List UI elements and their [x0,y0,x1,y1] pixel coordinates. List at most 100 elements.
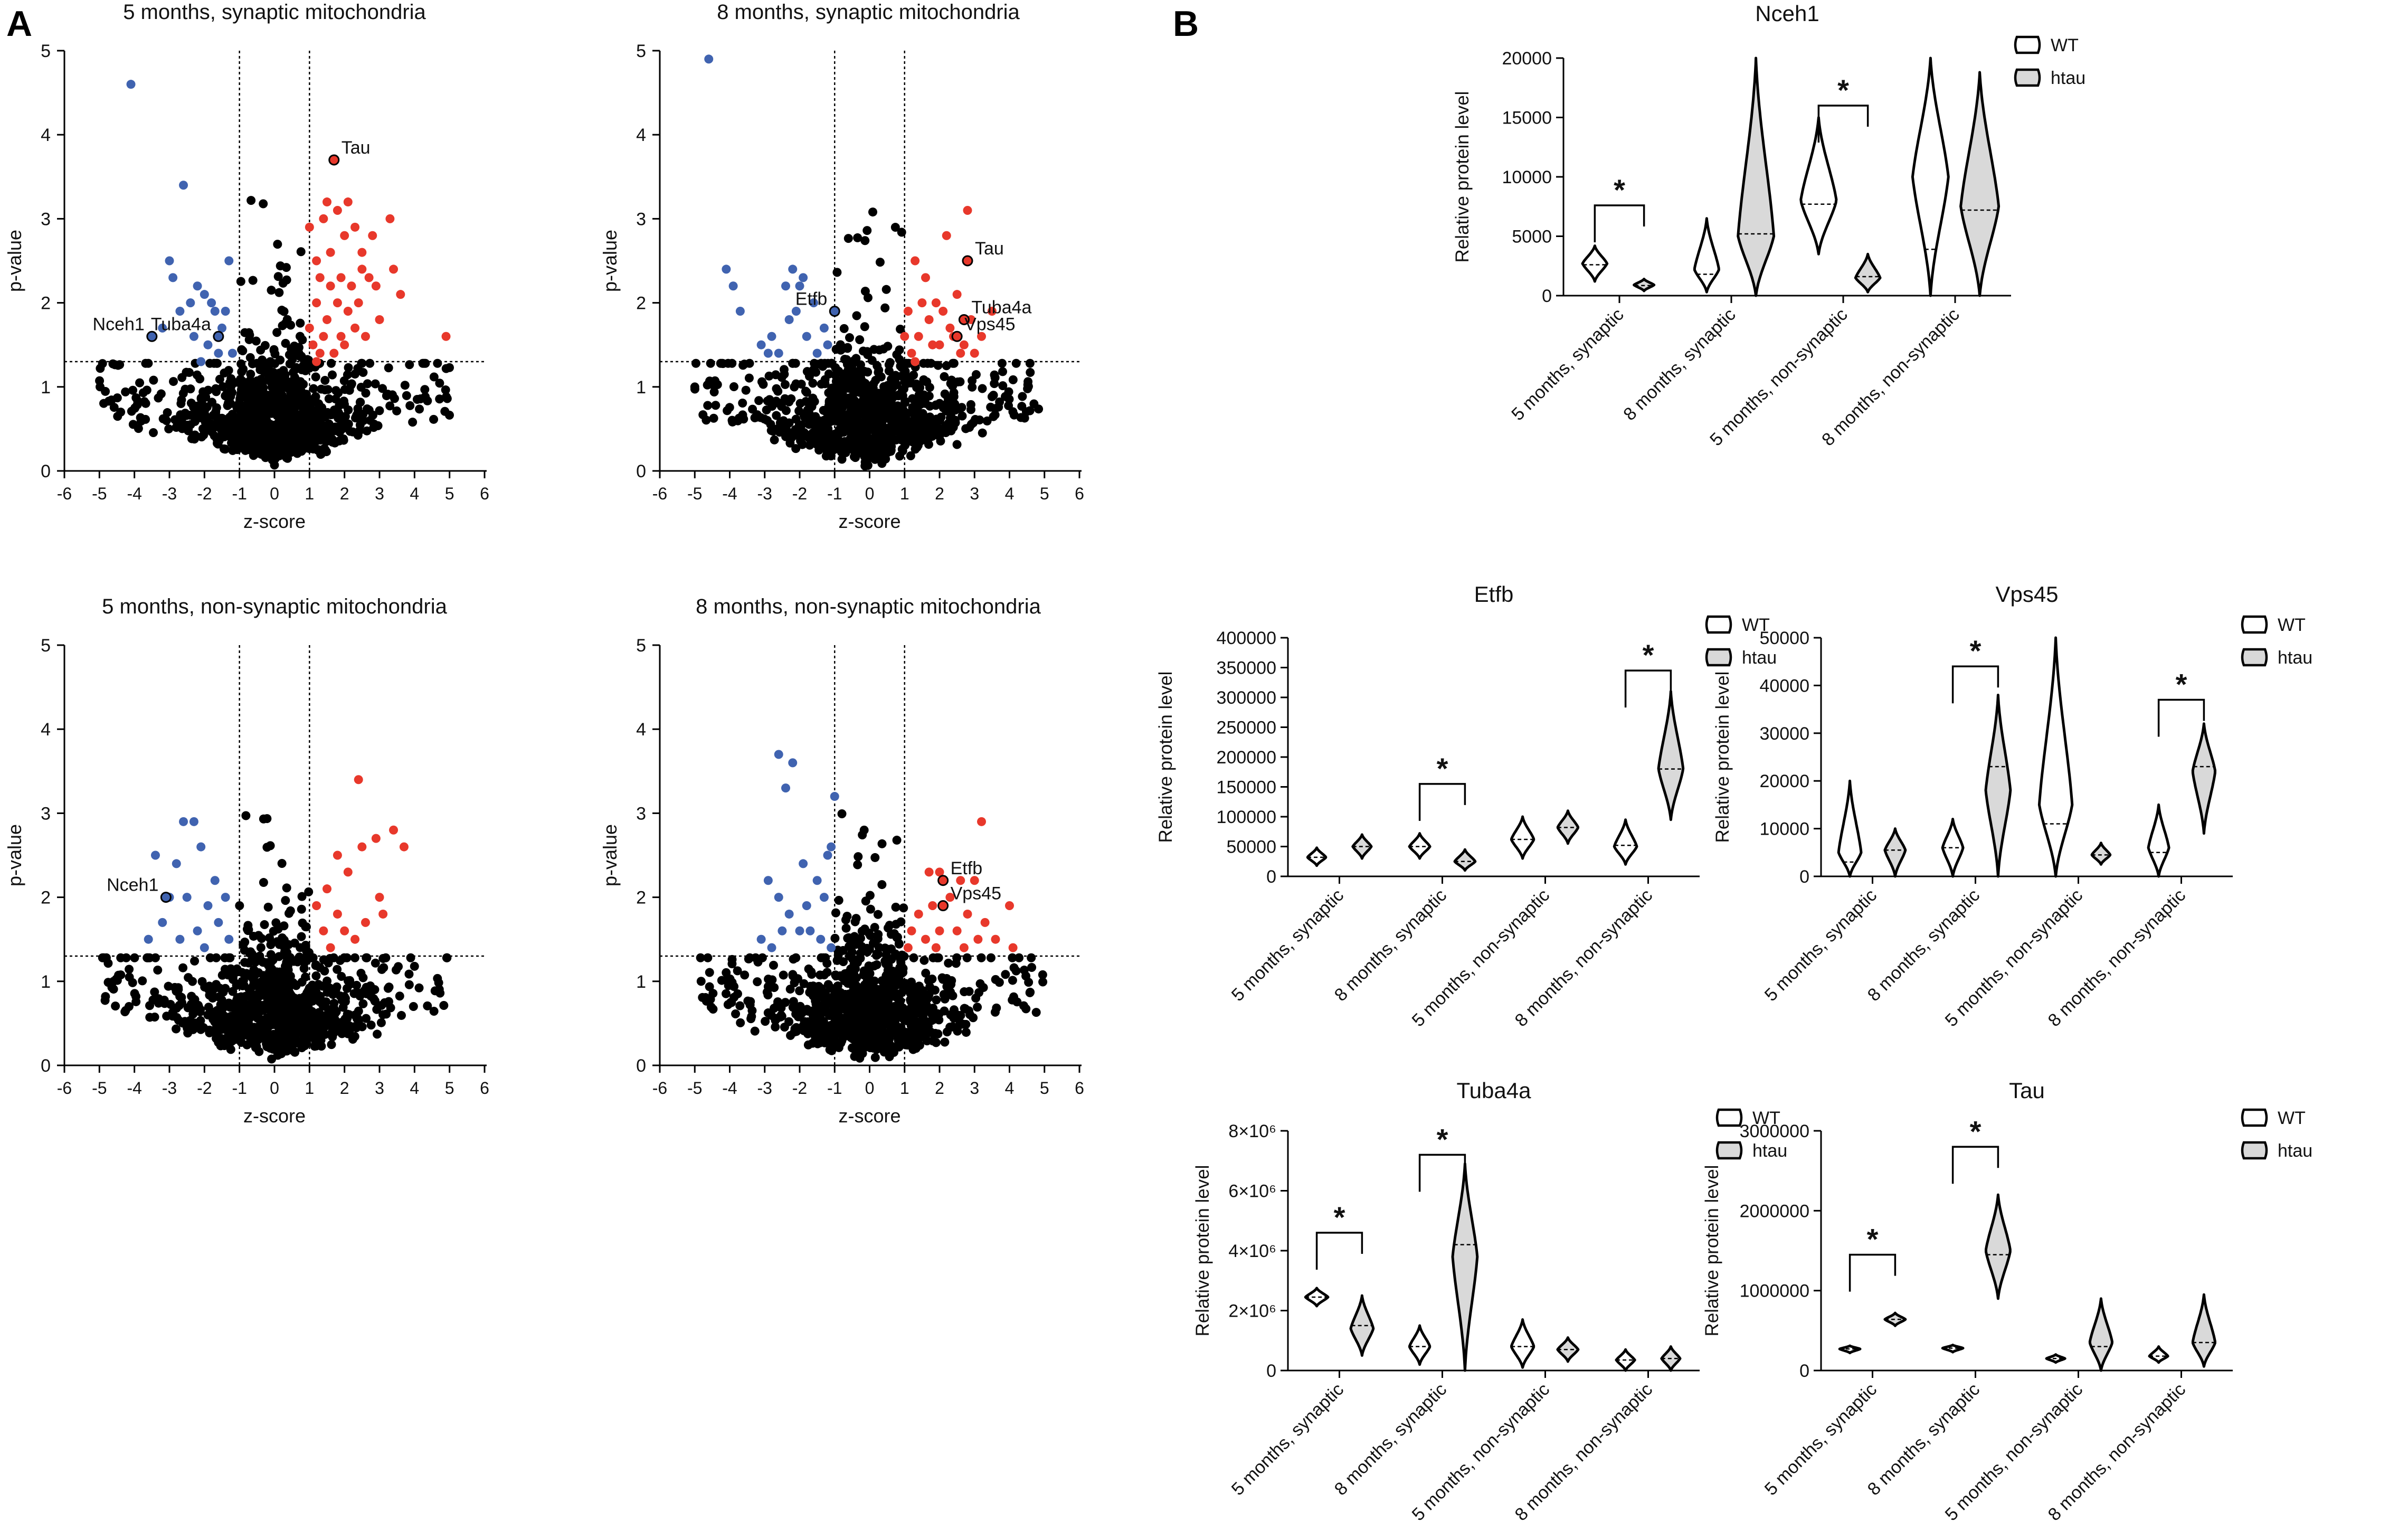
ns-point [277,423,287,432]
significance-bracket [1315,1232,1363,1270]
ns-point [856,949,865,958]
significance-bracket [1418,783,1466,821]
ns-point [705,968,714,977]
ns-point [281,1007,291,1016]
ns-point [228,987,238,996]
plot-title: Nceh1 [1755,1,1819,26]
ns-point [237,381,247,391]
ns-point [1038,970,1047,979]
ns-point [270,460,279,470]
down-point [200,943,209,952]
ns-point [826,1035,835,1044]
y-tick-label: 30000 [1759,724,1809,744]
ns-point [947,1010,956,1020]
down-point [126,80,136,89]
ns-point [217,1005,226,1015]
ns-point [894,1027,903,1036]
ns-point [831,908,840,918]
ns-point [701,415,711,425]
x-tick-label: 1 [900,484,909,503]
ns-point [1029,399,1039,409]
ns-point [276,984,285,993]
ns-point [236,374,245,384]
ns-point [1019,966,1029,975]
ns-point [817,358,826,368]
ns-point [258,443,267,452]
ns-point [150,987,159,997]
violin-htau [2191,722,2216,835]
y-tick-label: 300000 [1217,688,1276,708]
down-point [182,893,192,902]
down-point [214,348,223,358]
ns-point [314,980,323,989]
up-point [315,348,325,358]
plot-title: Tuba4a [1457,1078,1532,1103]
y-tick-label: 15000 [1502,108,1552,128]
ns-point [239,389,248,398]
y-tick-label: 5 [41,636,51,656]
ns-point [860,236,870,245]
x-tick-label: 3 [970,484,979,503]
ns-point [839,324,849,333]
ns-point [316,1015,325,1024]
ns-point [420,385,430,394]
ns-point [104,396,113,406]
ns-point [405,401,415,410]
ns-point [362,426,372,436]
ns-point [869,961,879,971]
ns-point [326,358,336,368]
ns-point [909,370,918,380]
ns-point [323,976,332,986]
ns-point [227,438,236,448]
ns-point [274,288,284,297]
ns-point [248,276,258,285]
ns-point [892,835,902,845]
down-point [816,934,826,944]
volcano-plot-8m-non-synaptic: 8 months, non-synaptic mitochondria 0 1 2 3 4… [599,595,1084,1127]
up-point [959,340,969,349]
ns-point [877,459,887,468]
ns-point [831,400,840,410]
ns-point [270,445,279,454]
ns-point [293,1020,302,1029]
up-point [396,290,405,299]
ns-point [1026,368,1035,377]
ns-point [279,921,289,931]
volcano-plot-5m-non-synaptic: 5 months, non-synaptic mitochondria 0 1 2 3 4… [4,595,489,1127]
ns-point [873,910,883,919]
significance-star: * [1437,1122,1448,1156]
ns-point [849,959,859,969]
ns-point [309,384,318,393]
up-point [323,197,331,207]
ns-point [845,951,854,961]
ns-point [245,376,255,385]
ns-point [226,392,235,401]
ns-point [772,411,781,420]
ns-point [990,373,1000,382]
up-point [340,926,349,935]
ns-point [176,399,186,408]
ns-point [163,408,172,418]
ns-point [268,429,277,439]
up-point [371,281,381,291]
violin-htau [1737,56,1776,297]
ns-point [331,386,340,395]
down-point [778,926,787,935]
legend-swatch-htau [2014,68,2041,87]
up-point [924,315,934,324]
ns-point [1008,995,1017,1005]
ns-point [891,902,900,912]
plot-title: 5 months, synaptic mitochondria [123,1,426,24]
ns-point [847,422,856,432]
ns-point [130,403,140,412]
ns-point [251,336,261,346]
ns-point [834,1043,843,1052]
x-tick-label: -5 [687,1079,702,1098]
y-axis-label: Relative protein level [1155,672,1176,843]
ns-point [892,1014,901,1023]
ns-point [250,993,260,1002]
ns-point [215,374,224,384]
up-point [931,943,941,952]
ns-point [866,1025,875,1034]
